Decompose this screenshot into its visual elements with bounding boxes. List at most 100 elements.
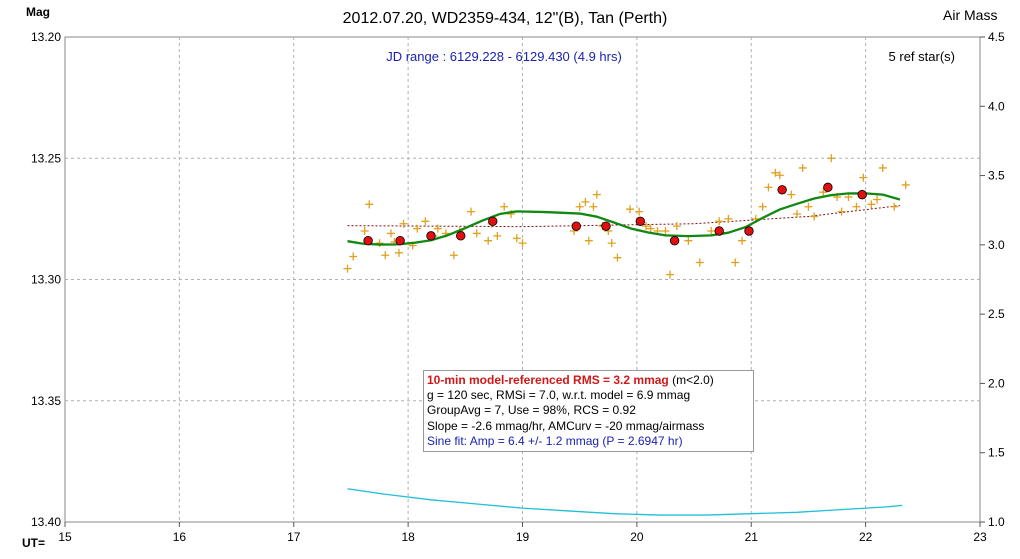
data-point (793, 210, 801, 219)
average-point (571, 221, 581, 231)
data-point (715, 217, 724, 226)
data-point (467, 207, 476, 216)
data-point (575, 202, 584, 211)
data-point (867, 200, 876, 209)
y-tick-label-left: 13.30 (31, 273, 61, 287)
data-point (433, 224, 442, 233)
data-point (493, 231, 502, 240)
data-point (646, 224, 655, 233)
data-point (852, 202, 861, 211)
data-point (764, 183, 773, 192)
data-point (775, 171, 784, 180)
trend-line (347, 205, 900, 228)
average-point (456, 231, 466, 241)
average-point (395, 235, 405, 246)
data-point (349, 252, 358, 261)
x-tick-label: 17 (287, 530, 301, 544)
y-tick-label-right: 4.5 (988, 30, 1005, 44)
data-point (375, 239, 384, 248)
average-point (857, 189, 867, 200)
data-point (449, 251, 458, 260)
data-point (827, 154, 836, 163)
data-point (399, 219, 408, 228)
data-point (837, 207, 846, 216)
slope-line: Slope = -2.6 mmag/hr, AMCurv = -20 mmag/… (427, 418, 705, 433)
exposure-line: g = 120 sec, RMSi = 7.0, w.r.t. model = … (427, 388, 691, 403)
y-tick-label-right: 1.5 (988, 446, 1005, 460)
sine-fit-line: Sine fit: Amp = 6.4 +/- 1.2 mmag (P = 2.… (427, 433, 683, 448)
data-point (607, 239, 616, 248)
data-point (343, 264, 352, 273)
y-tick-label-left: 13.35 (31, 394, 61, 408)
data-point (365, 200, 374, 209)
x-tick-label: 15 (58, 530, 72, 544)
data-point (758, 202, 767, 211)
data-point (771, 168, 780, 177)
data-point (626, 205, 635, 214)
rms-text: 10-min model-referenced RMS = 3.2 mmag (427, 373, 669, 387)
y-tick-label-right: 1.0 (988, 515, 1005, 529)
rms-line: 10-min model-referenced RMS = 3.2 mmag (… (427, 373, 753, 388)
data-point (500, 202, 509, 211)
average-point (426, 231, 436, 241)
data-point (731, 258, 740, 267)
data-point (589, 202, 598, 211)
x-tick-label: 16 (173, 530, 187, 544)
y-tick-label-right: 2.0 (988, 376, 1005, 390)
rms-suffix: (m<2.0) (668, 373, 714, 387)
y-tick-label-right: 4.0 (988, 99, 1005, 113)
data-point (394, 248, 403, 257)
y-tick-label-right: 3.0 (988, 238, 1005, 252)
data-point (484, 236, 493, 245)
data-point (810, 212, 819, 221)
data-point (798, 163, 807, 172)
average-point (363, 235, 373, 246)
data-point (661, 227, 670, 235)
x-tick-label: 23 (973, 530, 987, 544)
average-point (635, 216, 646, 227)
data-point (873, 195, 882, 204)
data-point (901, 180, 910, 189)
x-axis-label: UT= (22, 536, 45, 550)
x-tick-label: 19 (516, 530, 530, 544)
average-point (601, 221, 611, 231)
data-point (804, 202, 813, 211)
x-tick-label: 21 (745, 530, 759, 544)
data-point (859, 173, 868, 182)
data-point (635, 207, 644, 216)
y-axis-label-right: Air Mass (943, 7, 997, 23)
y-tick-label-right: 3.5 (988, 169, 1005, 183)
x-tick-label: 20 (630, 530, 644, 544)
data-point (472, 229, 481, 238)
data-point (581, 197, 590, 206)
x-tick-label: 22 (859, 530, 873, 544)
data-point (413, 224, 422, 233)
average-point (823, 182, 833, 193)
data-point (695, 258, 704, 267)
chart-title: 2012.07.20, WD2359-434, 12"(B), Tan (Per… (343, 10, 668, 27)
y-tick-label-left: 13.40 (31, 515, 61, 529)
data-point (684, 236, 693, 245)
data-point (360, 227, 369, 235)
stats-legend-box: 10-min model-referenced RMS = 3.2 mmag (… (423, 370, 754, 452)
data-point (592, 190, 601, 199)
y-axis-label-left: Mag (26, 5, 50, 19)
ref-star-count: 5 ref star(s) (889, 49, 955, 64)
average-point (669, 235, 680, 246)
data-point (613, 253, 622, 262)
average-point (777, 185, 787, 195)
data-point (878, 163, 887, 172)
data-point (724, 214, 733, 223)
data-point (707, 227, 716, 235)
jd-range-label: JD range : 6129.228 - 6129.430 (4.9 hrs) (386, 49, 622, 64)
y-tick-label-left: 13.20 (31, 30, 61, 44)
y-tick-label-right: 2.5 (988, 307, 1005, 321)
y-tick-label-left: 13.25 (31, 151, 61, 165)
data-point (787, 190, 796, 199)
data-point (890, 202, 899, 211)
data-point (642, 222, 651, 231)
data-point (738, 236, 747, 245)
group-line: GroupAvg = 7, Use = 98%, RCS = 0.92 (427, 403, 636, 418)
data-point (666, 270, 675, 279)
